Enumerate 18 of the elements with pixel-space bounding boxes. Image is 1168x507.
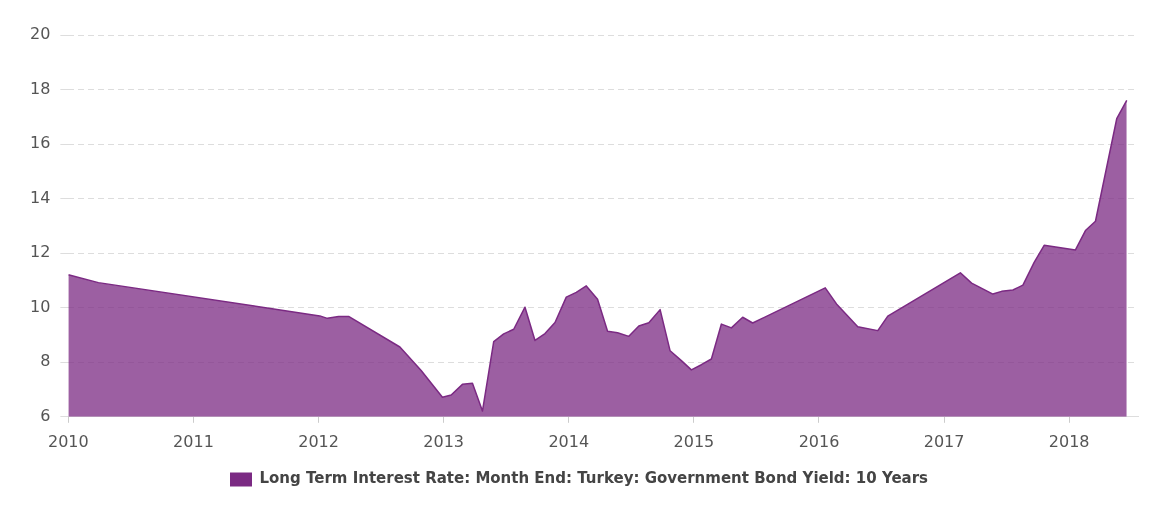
y-tick-label: 18	[30, 78, 51, 98]
x-tick-label: 2010	[48, 431, 89, 451]
x-tick-label: 2014	[548, 431, 590, 451]
x-tick-label: 2012	[298, 431, 339, 451]
legend-label: Long Term Interest Rate: Month End: Turkey: Government Bond Yield: 10 Years	[259, 469, 929, 488]
x-tick-label: 2015	[673, 431, 715, 451]
x-tick-label: 2018	[1048, 431, 1090, 451]
x-tick-label: 2011	[173, 431, 214, 451]
y-tick-label: 20	[30, 24, 51, 44]
y-tick-label: 16	[30, 133, 51, 153]
y-tick-label: 6	[40, 405, 51, 425]
y-tick-label: 14	[30, 187, 51, 207]
x-tick-label: 2016	[798, 431, 840, 451]
y-tick-label: 12	[30, 242, 51, 262]
x-tick-label: 2013	[423, 431, 465, 451]
y-tick-label: 8	[40, 351, 51, 371]
y-tick-label: 10	[30, 296, 51, 316]
x-tick-label: 2017	[923, 431, 965, 451]
